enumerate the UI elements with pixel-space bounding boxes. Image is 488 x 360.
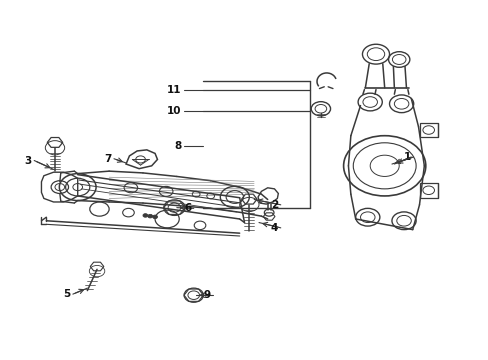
Text: 11: 11 [167,85,181,95]
Text: 4: 4 [270,223,278,233]
Text: 2: 2 [270,200,278,210]
Text: 3: 3 [24,156,32,166]
Text: 7: 7 [104,154,111,164]
Text: 9: 9 [203,290,210,300]
Text: 5: 5 [63,289,70,299]
Text: 6: 6 [183,203,191,213]
Text: 8: 8 [174,141,181,151]
Circle shape [152,215,157,219]
Text: 10: 10 [167,106,181,116]
Circle shape [142,214,147,217]
Circle shape [147,215,152,218]
Text: 1: 1 [403,152,410,162]
